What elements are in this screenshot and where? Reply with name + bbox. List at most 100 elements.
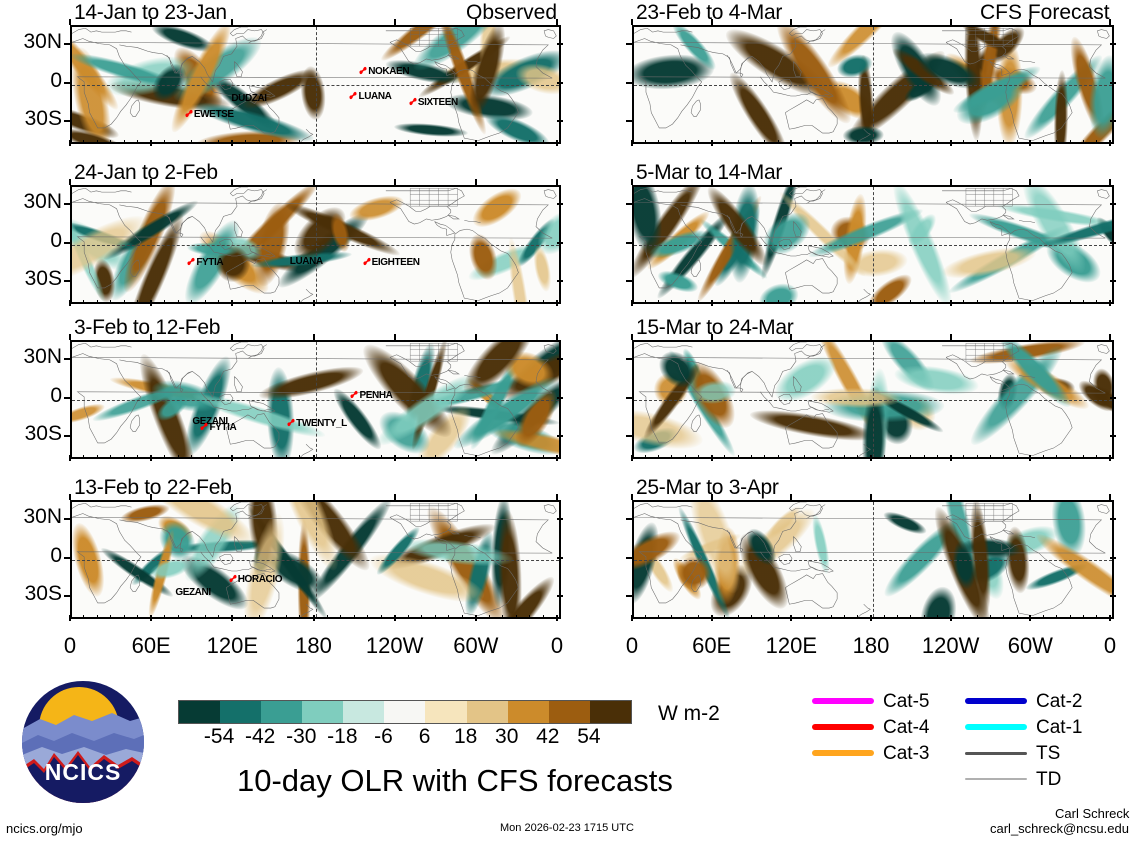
x-tick-minor xyxy=(843,455,845,458)
x-tick-minor xyxy=(751,615,752,618)
x-tick-minor xyxy=(461,140,463,143)
x-tick-minor xyxy=(285,615,287,618)
x-tick-minor xyxy=(737,300,739,303)
x-tick-minor xyxy=(326,300,328,303)
y-tick xyxy=(64,241,70,244)
y-tick xyxy=(626,43,632,46)
x-tick-minor xyxy=(245,140,247,143)
y-tick xyxy=(557,43,563,46)
y-axis-label: 30N xyxy=(23,345,62,369)
x-tick-minor xyxy=(421,455,423,458)
x-tick-minor xyxy=(644,300,646,303)
x-tick-minor xyxy=(110,140,112,143)
x-tick-minor xyxy=(434,615,436,618)
x-tick xyxy=(393,140,396,146)
y-tick xyxy=(1110,518,1116,521)
x-tick-minor xyxy=(830,140,832,143)
x-tick xyxy=(556,300,558,306)
y-tick xyxy=(1110,279,1116,282)
x-tick xyxy=(1029,494,1032,500)
map-canvas: NOKAEN DUDZAI LUANA SIXTEEN EWETSE xyxy=(72,27,559,142)
coastlines xyxy=(634,27,1112,142)
x-tick xyxy=(474,140,477,146)
x-tick-minor xyxy=(299,455,301,458)
x-tick-minor xyxy=(380,455,382,458)
x-tick-minor xyxy=(272,140,274,143)
x-tick-minor xyxy=(897,455,899,458)
x-tick xyxy=(790,615,793,621)
cyclone-symbol-icon xyxy=(359,67,367,75)
x-tick xyxy=(949,19,952,25)
x-tick xyxy=(150,300,153,306)
x-tick-minor xyxy=(542,140,544,143)
x-axis-label: 60E xyxy=(692,633,732,658)
x-tick-minor xyxy=(502,300,504,303)
x-tick-minor xyxy=(488,140,490,143)
map-canvas: FYTIA LUANA EIGHTEEN xyxy=(72,187,559,302)
x-tick-minor xyxy=(123,615,125,618)
storm-marker xyxy=(198,420,210,433)
x-tick-minor xyxy=(1082,300,1084,303)
y-tick xyxy=(64,556,70,559)
storm-label: GEZANI xyxy=(192,416,228,428)
x-tick-minor xyxy=(883,615,885,618)
map-panel-obs-4: HORACIO GEZANI xyxy=(70,500,561,619)
x-tick-minor xyxy=(326,455,328,458)
x-tick-minor xyxy=(644,615,646,618)
legend-item-ts: TS xyxy=(965,740,1082,766)
x-tick-minor xyxy=(751,300,752,303)
x-tick-minor xyxy=(671,300,673,303)
x-tick-minor xyxy=(285,140,287,143)
x-tick-minor xyxy=(461,300,463,303)
x-tick-minor xyxy=(421,300,423,303)
x-tick-minor xyxy=(897,615,899,618)
storm-label: LUANA xyxy=(358,91,392,102)
x-tick-minor xyxy=(1016,140,1018,143)
x-tick-minor xyxy=(843,140,845,143)
x-tick-minor xyxy=(340,300,342,303)
legend-label: TD xyxy=(1036,768,1062,790)
x-tick-minor xyxy=(448,300,450,303)
x-tick-minor xyxy=(857,140,859,143)
x-tick-minor xyxy=(897,140,899,143)
y-tick xyxy=(557,203,563,206)
main-title: 10-day OLR with CFS forecasts xyxy=(237,763,673,798)
x-tick-minor xyxy=(1003,455,1005,458)
x-tick xyxy=(631,19,633,25)
legend-swatch xyxy=(965,724,1027,730)
dateline-line xyxy=(315,342,317,457)
y-tick xyxy=(64,518,70,521)
x-tick-minor xyxy=(353,615,355,618)
x-tick xyxy=(474,19,477,25)
column-header-observed: Observed xyxy=(466,1,558,24)
x-tick xyxy=(631,300,633,306)
column-header-forecast: CFS Forecast xyxy=(980,1,1110,24)
x-tick xyxy=(69,19,71,25)
panel-title: 14-Jan to 23-Jan xyxy=(74,1,227,24)
footer-email[interactable]: carl_schreck@ncsu.edu xyxy=(990,821,1129,836)
x-tick-minor xyxy=(1043,300,1045,303)
y-axis-label: 30S xyxy=(24,106,62,130)
x-tick-minor xyxy=(529,140,531,143)
legend-label: Cat-3 xyxy=(883,742,930,764)
footer-link[interactable]: ncics.org/mjo xyxy=(6,821,83,836)
x-tick-minor xyxy=(910,140,912,143)
x-tick xyxy=(150,455,153,461)
x-tick-minor xyxy=(177,300,179,303)
x-tick xyxy=(556,140,558,146)
x-tick-minor xyxy=(644,455,646,458)
y-tick xyxy=(626,203,632,206)
y-axis-label: 0 xyxy=(50,68,62,92)
x-tick-minor xyxy=(204,140,206,143)
colorbar-tick-label: -18 xyxy=(327,725,358,748)
y-tick xyxy=(626,518,632,521)
x-tick xyxy=(69,494,71,500)
cyclone-symbol-icon xyxy=(200,422,208,431)
colorbar-tick-label: 30 xyxy=(495,725,519,748)
x-axis-label: 180 xyxy=(852,633,890,658)
x-tick-minor xyxy=(367,140,369,143)
storm-label: FYTIA xyxy=(196,256,224,268)
x-tick xyxy=(1109,615,1111,621)
colorbar-segment xyxy=(589,701,631,723)
x-tick-minor xyxy=(353,140,355,143)
